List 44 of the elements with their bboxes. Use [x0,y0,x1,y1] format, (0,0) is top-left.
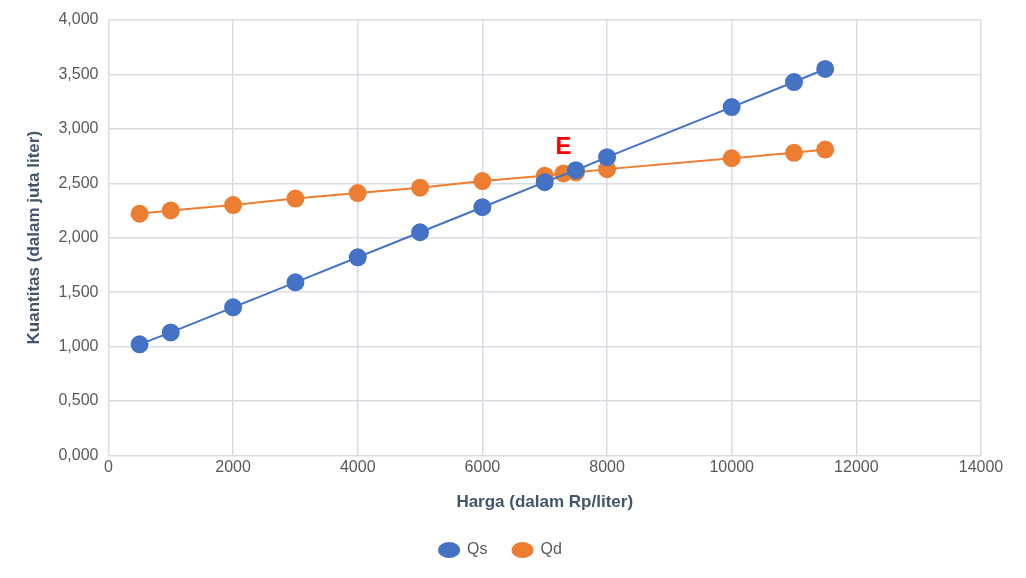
legend-label: Qd [540,540,562,558]
point [473,198,492,217]
point [224,196,243,215]
legend-label: Qs [467,540,488,558]
x-tick-label: 2000 [215,458,251,476]
y-tick-label: 4,000 [58,10,99,28]
x-tick-label: 14000 [958,458,1004,476]
x-tick-label: 4000 [339,458,376,476]
x-axis-title: Harga (dalam Rp/liter) [456,492,634,512]
point [161,323,180,342]
point [473,172,492,191]
y-tick-label: 0,500 [58,391,99,409]
y-tick-label: 2,500 [58,173,99,191]
x-tick-label: 0 [103,458,113,476]
point [224,298,243,317]
point [816,59,835,78]
y-tick-label: 3,000 [58,119,99,137]
x-tick-label: 10000 [709,458,755,476]
point [286,273,305,292]
y-axis-title: Kuantitas (dalam juta liter) [23,130,43,345]
point [722,149,741,168]
point [348,248,367,267]
y-tick-label: 0,000 [58,445,99,463]
y-tick-label: 1,500 [58,282,99,300]
x-tick-label: 12000 [834,458,879,476]
point [348,184,367,203]
point [286,189,305,208]
annotation: E [555,132,572,160]
y-tick-label: 1,000 [58,336,99,354]
point [816,140,835,159]
point [535,173,554,192]
point [785,73,804,92]
y-tick-label: 2,000 [58,228,99,246]
point [130,335,149,354]
point [722,98,741,117]
x-tick-label: 8000 [589,458,625,476]
point [130,204,149,223]
point [411,178,430,197]
point [161,201,180,220]
x-tick-label: 6000 [464,458,501,476]
point [411,223,430,242]
point [598,148,617,167]
point [785,143,804,162]
y-tick-label: 3,500 [58,64,99,82]
